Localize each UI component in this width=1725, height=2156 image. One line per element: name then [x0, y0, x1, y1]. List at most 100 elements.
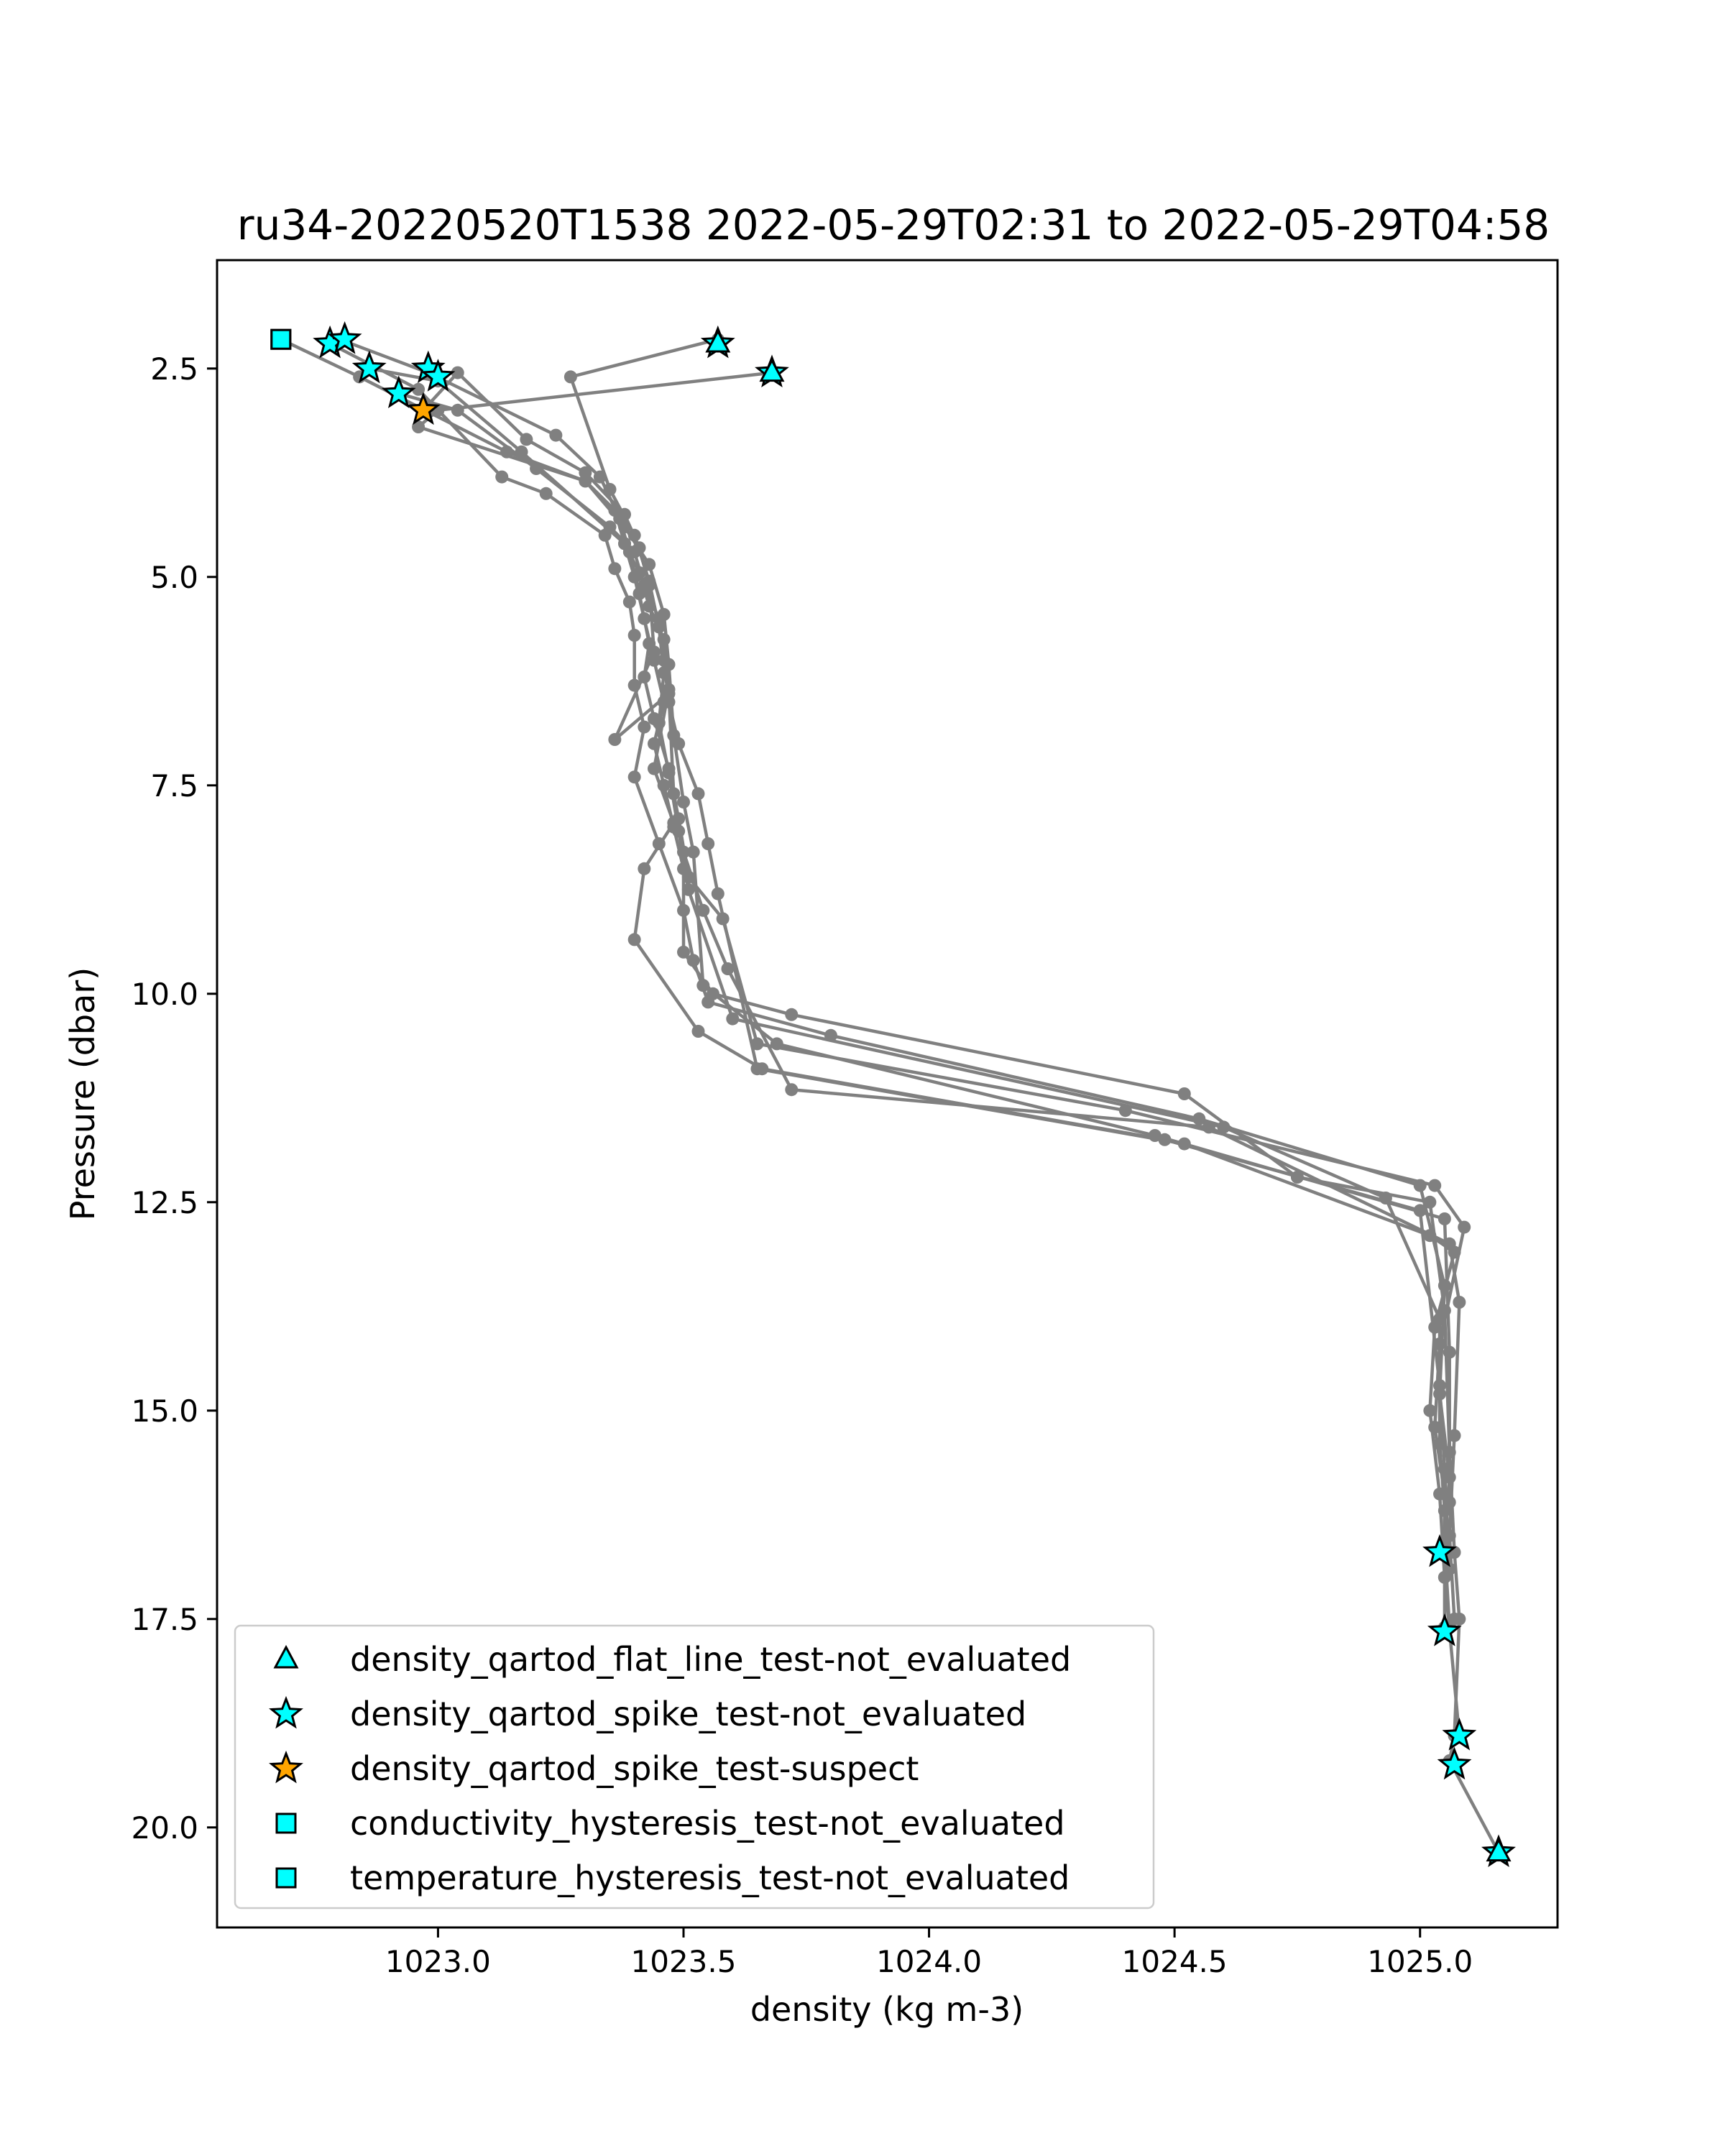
data-point — [1448, 1429, 1461, 1442]
x-axis-ticks: 1023.0 1023.5 1024.0 1024.5 1025.0 — [385, 1927, 1473, 1979]
data-point — [495, 470, 509, 484]
data-point — [1453, 1296, 1466, 1309]
data-point — [662, 658, 676, 671]
data-point — [652, 620, 666, 634]
data-point — [412, 420, 426, 433]
data-point — [603, 483, 617, 496]
data-point — [691, 1025, 705, 1038]
legend-marker-square — [275, 1867, 297, 1889]
data-point — [632, 566, 646, 579]
data-point — [1438, 1212, 1451, 1225]
profile-line — [422, 371, 1461, 1619]
data-point — [702, 995, 715, 1009]
flag-marker-triangle — [759, 358, 785, 382]
data-point — [648, 645, 661, 659]
data-point — [1443, 1345, 1456, 1359]
data-point — [520, 433, 533, 446]
profile-line — [398, 392, 1456, 1628]
y-tick-label: 20.0 — [131, 1810, 198, 1846]
y-axis-ticks: 2.5 5.0 7.5 10.0 12.5 15.0 17.5 20.0 — [131, 351, 217, 1846]
data-point — [686, 954, 700, 967]
profile-line — [569, 338, 1447, 1511]
data-point — [726, 1012, 740, 1026]
data-point — [785, 1083, 799, 1097]
legend-label: density_qartod_spike_test-suspect — [350, 1749, 919, 1788]
data-point — [652, 716, 666, 729]
legend-label: temperature_hysteresis_test-not_evaluate… — [350, 1858, 1070, 1897]
x-tick-label: 1024.5 — [1122, 1944, 1228, 1979]
flag-marker-star — [1422, 1534, 1457, 1567]
y-tick-label: 7.5 — [150, 768, 198, 803]
flag-marker-star — [1442, 1718, 1477, 1751]
data-point — [451, 403, 464, 417]
y-tick-label: 2.5 — [150, 351, 198, 387]
flag-markers — [270, 321, 1516, 1867]
data-point — [657, 608, 671, 621]
y-axis-label: Pressure (dbar) — [63, 967, 102, 1220]
data-point — [627, 933, 641, 946]
data-point — [1177, 1087, 1191, 1100]
x-tick-label: 1024.0 — [876, 1944, 982, 1979]
data-point — [549, 428, 563, 442]
data-point — [412, 382, 426, 396]
legend-label: density_qartod_flat_line_test-not_evalua… — [350, 1640, 1071, 1679]
data-point — [1443, 1496, 1456, 1509]
data-point — [1423, 1195, 1437, 1209]
legend-marker-star — [269, 1695, 303, 1729]
data-point — [643, 558, 656, 571]
data-point — [711, 887, 724, 900]
chart-title: ru34-20220520T1538 2022-05-29T02:31 to 2… — [237, 201, 1550, 249]
data-point — [785, 1008, 799, 1021]
data-point — [1443, 1562, 1456, 1576]
data-point — [515, 445, 528, 459]
data-point — [702, 837, 715, 850]
flag-marker-triangle — [705, 328, 731, 353]
data-point — [755, 1062, 769, 1076]
data-point — [451, 366, 464, 379]
flag-marker-star — [420, 359, 456, 392]
profile-lines — [274, 333, 1506, 1859]
profile-line — [369, 367, 1451, 1570]
data-point — [564, 370, 577, 384]
data-point — [627, 629, 641, 642]
y-tick-label: 10.0 — [131, 977, 198, 1012]
data-point — [1428, 1179, 1442, 1192]
data-point — [721, 962, 735, 975]
data-point — [676, 796, 690, 808]
flag-marker-triangle — [1486, 1838, 1512, 1862]
profile-line — [416, 371, 1451, 1503]
data-point — [1217, 1120, 1230, 1134]
data-point — [1433, 1312, 1447, 1326]
flag-marker-star — [1437, 1746, 1472, 1780]
x-tick-label: 1023.5 — [631, 1944, 737, 1979]
flag-marker-star — [381, 375, 416, 408]
x-axis-label: density (kg m-3) — [750, 1990, 1024, 2029]
data-point — [539, 487, 553, 500]
legend-label: density_qartod_spike_test-not_evaluated — [350, 1695, 1026, 1733]
data-point — [1448, 1612, 1461, 1626]
legend-box — [234, 1624, 1155, 1909]
data-point — [770, 1037, 783, 1051]
data-point — [618, 537, 632, 550]
data-point — [676, 903, 690, 917]
legend: density_qartod_flat_line_test-not_evalua… — [234, 1624, 1155, 1909]
legend-marker-star — [269, 1750, 303, 1784]
data-point — [627, 770, 641, 784]
legend-marker-square — [275, 1812, 297, 1834]
profile-line — [329, 342, 1451, 1628]
data-point — [1423, 1404, 1437, 1417]
flag-marker-star — [327, 321, 362, 354]
flag-marker-square — [270, 328, 292, 350]
data-point — [672, 824, 686, 838]
data-point — [622, 595, 636, 609]
data-point — [681, 883, 695, 896]
flag-marker-star — [1427, 1613, 1462, 1646]
data-point — [638, 720, 651, 734]
x-tick-label: 1023.0 — [385, 1944, 491, 1979]
x-tick-label: 1025.0 — [1367, 1944, 1473, 1979]
data-point — [1458, 1220, 1471, 1234]
data-point — [1148, 1129, 1162, 1142]
legend-label: conductivity_hysteresis_test-not_evaluat… — [350, 1804, 1065, 1843]
data-point — [691, 787, 705, 801]
